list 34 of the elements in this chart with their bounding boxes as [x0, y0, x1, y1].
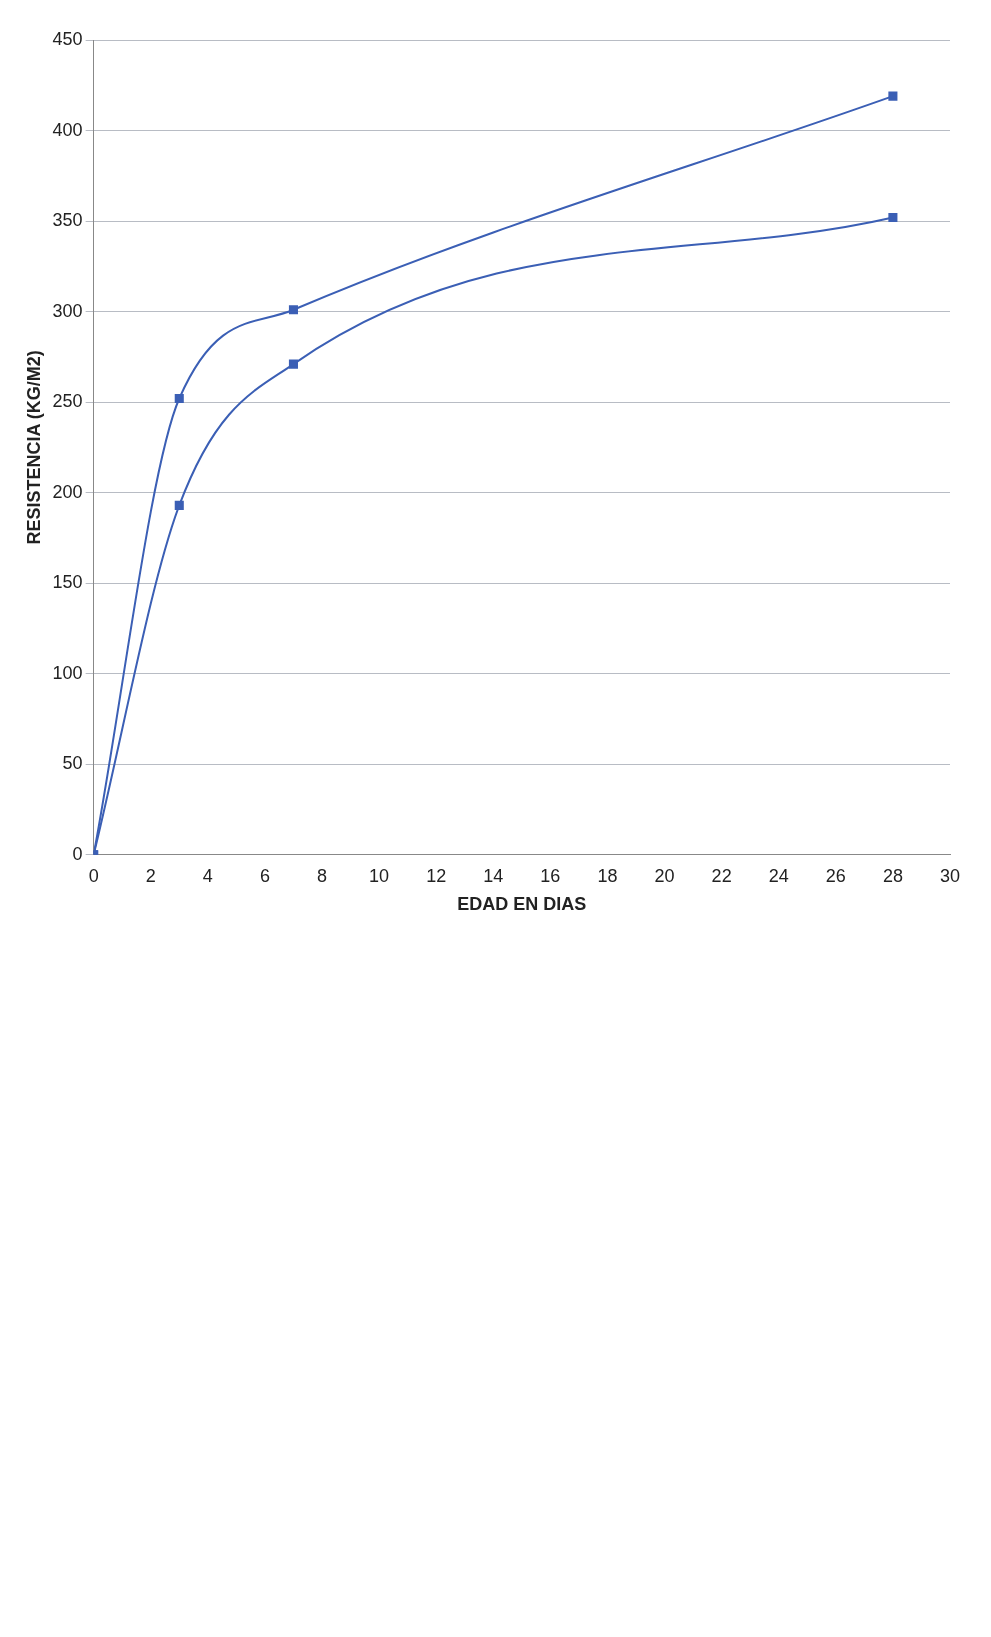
x-tick-label: 14 [483, 865, 504, 886]
x-tick-label: 30 [939, 865, 961, 886]
point [888, 91, 898, 101]
x-tick-label: 6 [259, 865, 270, 886]
x-tick-label: 0 [88, 865, 99, 886]
point [288, 359, 298, 369]
y-tick-label: 250 [52, 391, 83, 412]
x-tick-label: 2 [145, 865, 156, 886]
y-tick-label: 400 [52, 119, 83, 140]
point [888, 212, 898, 222]
x-axis-title: EDAD EN DIAS [457, 894, 587, 915]
y-tick-label: 50 [62, 753, 83, 774]
x-tick-label: 22 [711, 865, 732, 886]
x-tick-label: 4 [202, 865, 213, 886]
x-tick-label: 24 [768, 865, 789, 886]
x-tick-label: 20 [654, 865, 675, 886]
x-tick-label: 26 [825, 865, 846, 886]
y-tick-label: 350 [52, 210, 83, 231]
x-tick-label: 8 [316, 865, 327, 886]
y-tick-label: 200 [52, 481, 83, 502]
y-tick-label: 450 [52, 28, 83, 49]
y-tick-label: 100 [52, 662, 83, 683]
x-tick-label: 18 [597, 865, 618, 886]
y-tick-label: 300 [52, 300, 83, 321]
y-axis-title: RESISTENCIA (KG/M2) [23, 350, 44, 545]
point [288, 305, 298, 315]
y-tick-label: 0 [72, 843, 83, 864]
x-tick-label: 10 [369, 865, 390, 886]
x-tick-label: 16 [540, 865, 561, 886]
x-tick-label: 28 [882, 865, 903, 886]
point [174, 500, 184, 510]
y-tick-label: 150 [52, 572, 83, 593]
point [174, 393, 184, 404]
x-tick-label: 12 [426, 865, 447, 886]
